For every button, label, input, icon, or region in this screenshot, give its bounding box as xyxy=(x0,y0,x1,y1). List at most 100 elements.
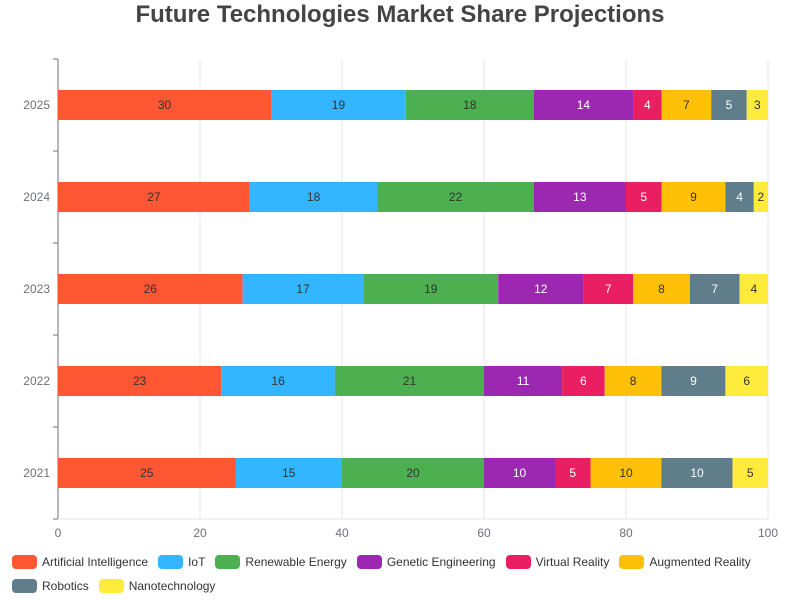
data-label: 25 xyxy=(140,466,154,480)
bar-segment xyxy=(661,366,726,396)
bar-segment xyxy=(661,90,712,120)
bar-segment xyxy=(746,90,768,120)
chart-legend: Artificial Intelligence IoT Renewable Ener… xyxy=(12,553,800,594)
bar-segment xyxy=(732,458,768,488)
bar-segment xyxy=(58,90,271,120)
legend-item[interactable]: Virtual Reality xyxy=(505,553,610,570)
data-label: 5 xyxy=(640,190,647,204)
bar-segment xyxy=(58,366,222,396)
bar-segment xyxy=(583,274,634,304)
bar-segment xyxy=(377,182,534,212)
legend-swatch xyxy=(356,554,382,569)
y-tick-label: 2022 xyxy=(23,374,50,388)
data-label: 14 xyxy=(577,98,591,112)
x-tick-label: 20 xyxy=(193,526,207,540)
bar-segment xyxy=(533,182,626,212)
data-label: 16 xyxy=(271,374,285,388)
bar-segment xyxy=(363,274,499,304)
legend-item[interactable]: Augmented Reality xyxy=(619,553,751,570)
bar-segment xyxy=(405,90,534,120)
data-label: 10 xyxy=(619,466,633,480)
data-label: 7 xyxy=(605,282,612,296)
bar-segment xyxy=(711,90,747,120)
data-label: 2 xyxy=(758,190,765,204)
bar-segment xyxy=(661,182,726,212)
data-label: 8 xyxy=(658,282,665,296)
data-label: 9 xyxy=(690,374,697,388)
bar-segment xyxy=(235,458,342,488)
bar-segment xyxy=(58,274,243,304)
bar-segment xyxy=(633,90,662,120)
data-label: 30 xyxy=(158,98,172,112)
legend-label: Virtual Reality xyxy=(535,554,610,569)
data-label: 7 xyxy=(683,98,690,112)
x-tick-label: 40 xyxy=(335,526,349,540)
legend-item[interactable]: Renewable Energy xyxy=(215,553,347,570)
legend-swatch xyxy=(12,578,37,593)
data-label: 10 xyxy=(513,466,527,480)
legend-label: Nanotechnology xyxy=(128,578,216,593)
bar-segment xyxy=(555,458,591,488)
bar-segment xyxy=(533,90,634,120)
bar-segment xyxy=(342,458,484,488)
bar-segment xyxy=(661,458,733,488)
bar-segment xyxy=(484,366,563,396)
data-label: 21 xyxy=(403,374,417,388)
y-tick-label: 2024 xyxy=(23,190,50,204)
legend-swatch xyxy=(505,554,531,569)
bar-segment xyxy=(725,366,768,396)
data-label: 4 xyxy=(750,282,757,296)
data-label: 9 xyxy=(690,190,697,204)
legend-swatch xyxy=(158,554,184,569)
x-tick-label: 60 xyxy=(477,526,491,540)
data-label: 20 xyxy=(406,466,420,480)
x-tick-label: 0 xyxy=(55,526,62,540)
data-label: 13 xyxy=(573,190,587,204)
data-label: 18 xyxy=(463,98,477,112)
legend-label: IoT xyxy=(188,554,206,569)
legend-label: Artificial Intelligence xyxy=(42,554,149,569)
data-label: 27 xyxy=(147,190,161,204)
data-label: 6 xyxy=(580,374,587,388)
legend-label: Robotics xyxy=(42,578,89,593)
bar-segment xyxy=(725,182,754,212)
data-label: 26 xyxy=(144,282,158,296)
bar-segment xyxy=(753,182,768,212)
bar-segment xyxy=(58,458,236,488)
legend-swatch xyxy=(619,554,645,569)
x-tick-label: 80 xyxy=(619,526,633,540)
bar-segment xyxy=(58,182,250,212)
data-label: 8 xyxy=(630,374,637,388)
legend-label: Renewable Energy xyxy=(245,554,347,569)
bar-segment xyxy=(498,274,584,304)
data-label: 3 xyxy=(754,98,761,112)
data-label: 4 xyxy=(736,190,743,204)
legend-swatch xyxy=(12,554,37,569)
data-label: 11 xyxy=(517,374,530,388)
bar-segment xyxy=(221,366,335,396)
legend-item[interactable]: Artificial Intelligence xyxy=(12,553,148,570)
data-label: 19 xyxy=(424,282,438,296)
legend-item[interactable]: IoT xyxy=(158,553,205,570)
legend-item[interactable]: Robotics xyxy=(12,577,89,594)
bar-segment xyxy=(689,274,740,304)
bar-segment xyxy=(604,366,662,396)
x-tick-label: 100 xyxy=(758,526,778,540)
data-label: 10 xyxy=(690,466,704,480)
legend-item[interactable]: Genetic Engineering xyxy=(356,553,496,570)
data-label: 23 xyxy=(133,374,147,388)
bar-segment xyxy=(562,366,605,396)
bar-segment xyxy=(633,274,690,304)
data-label: 4 xyxy=(644,98,651,112)
legend-label: Augmented Reality xyxy=(649,554,751,569)
bar-segment xyxy=(271,90,406,120)
y-tick-label: 2025 xyxy=(23,98,50,112)
data-label: 19 xyxy=(332,98,346,112)
bar-segment xyxy=(739,274,768,304)
chart-title: Future Technologies Market Share Project… xyxy=(135,1,665,28)
bar-segment xyxy=(242,274,364,304)
data-label: 22 xyxy=(449,190,463,204)
legend-item[interactable]: Nanotechnology xyxy=(98,577,216,594)
data-label: 17 xyxy=(296,282,310,296)
